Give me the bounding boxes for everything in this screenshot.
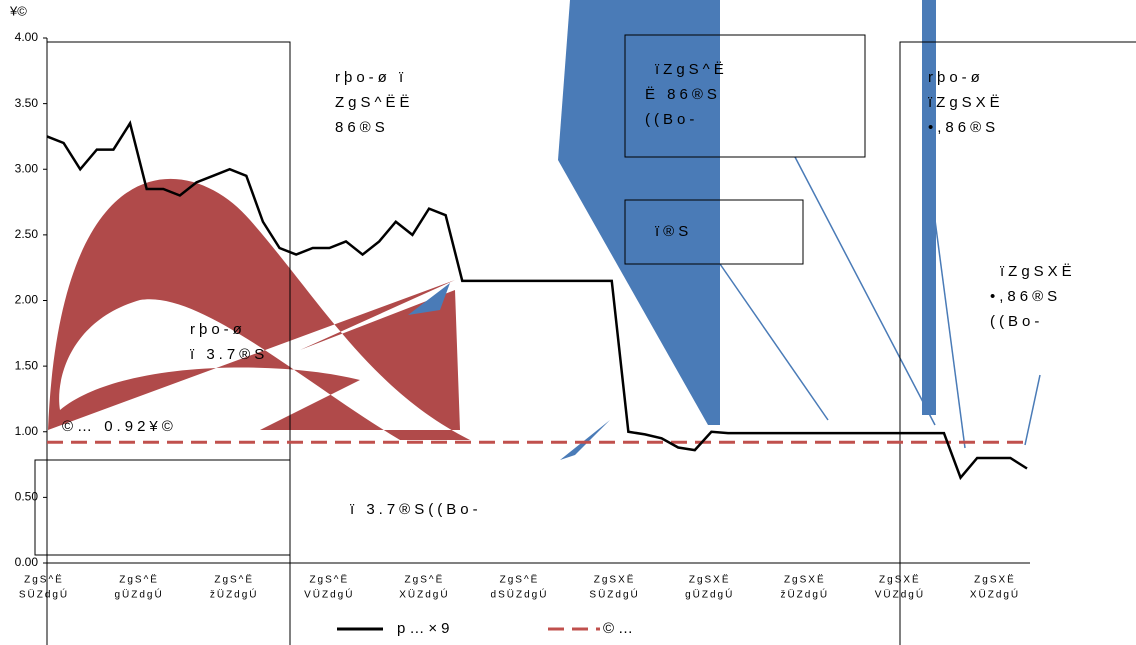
x-tick-label: XÜZdgÚ [970,588,1020,601]
x-tick-label: ZgS^Ë [214,574,254,586]
annotation: Ë 86®S [645,86,721,103]
annotation: 86®S [335,119,389,136]
annotation: ((Bo- [990,313,1043,330]
price-line [46,120,1028,481]
decorative-shape [48,178,470,440]
x-tick-label: ZgSXË [594,574,636,586]
x-tick-label: ZgS^Ë [405,574,445,586]
x-tick-label: VÜZdgÚ [875,588,925,601]
x-tick-label: ZgS^Ë [119,574,159,586]
annotation: rþo-ø [190,321,246,338]
x-tick-label: žÜZdgÚ [210,588,259,601]
x-tick-label: gÜZdgÚ [685,588,734,601]
y-tick-label: 3.50 [15,96,39,110]
y-axis-label: ¥© [9,3,27,18]
annotation: ((Bo- [645,111,698,128]
annotation: ï 3.7®S [190,346,268,363]
x-tick-label: XÜZdgÚ [399,588,449,601]
annotation: ï 3.7®S((Bo- [350,501,482,518]
reference-label: ©… 0.92¥© [62,418,177,435]
annotation: rþo-ø [928,69,984,86]
x-tick-label: ZgS^Ë [309,574,349,586]
x-tick-label: ZgSXË [689,574,731,586]
annotation: •,86®S [928,119,999,136]
x-tick-label: SÜZdgÚ [589,588,639,601]
x-tick-label: ZgS^Ë [24,574,64,586]
annotation: rþo-ø ï [335,69,407,86]
annotation: •,86®S [990,288,1061,305]
y-tick-label: 2.50 [15,227,39,241]
decorative-shape [558,0,720,425]
legend-label: ©… [603,620,637,637]
x-tick-label: ZgSXË [974,574,1016,586]
y-tick-label: 0.00 [15,555,39,569]
x-tick-label: ZgS^Ë [500,574,540,586]
annotation: ZgS^ËË [335,94,414,111]
y-tick-label: 2.00 [15,293,39,307]
annotation: ïZgS^Ë [655,61,728,78]
x-tick-label: žÜZdgÚ [780,588,829,601]
x-tick-label: VÜZdgÚ [304,588,354,601]
y-tick-label: 4.00 [15,30,39,44]
annotation: ï®S [655,223,692,240]
x-tick-label: ZgSXË [784,574,826,586]
y-tick-label: 1.00 [15,424,39,438]
legend-label: p…×9 [397,620,453,637]
annotation: ïZgSXË [928,94,1004,111]
decorative-shape [922,0,936,415]
x-tick-label: dSÜZdgÚ [491,588,549,601]
annotation: ïZgSXË [1000,263,1076,280]
y-tick-label: 0.50 [15,490,39,504]
x-tick-label: gÜZdgÚ [114,588,163,601]
arrows [719,156,1041,449]
x-tick-label: SÜZdgÚ [19,588,69,601]
y-tick-label: 3.00 [15,161,39,175]
x-tick-label: ZgSXË [879,574,921,586]
decorative-shape [408,283,610,460]
y-tick-label: 1.50 [15,358,39,372]
